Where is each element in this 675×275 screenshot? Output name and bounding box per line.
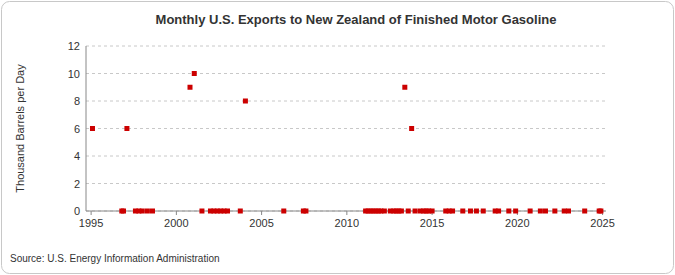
point: [140, 209, 145, 214]
y-tick-label: 10: [68, 68, 80, 80]
point: [430, 209, 435, 214]
y-tick-label: 12: [68, 40, 80, 52]
y-axis-label: Thousand Barrels per Day: [14, 64, 26, 193]
point: [474, 209, 479, 214]
point: [450, 209, 455, 214]
point: [538, 209, 543, 214]
point: [150, 209, 155, 214]
grid-line: [86, 101, 606, 102]
point: [402, 85, 407, 90]
point: [528, 209, 533, 214]
point: [562, 209, 567, 214]
point: [90, 126, 95, 131]
grid-line: [86, 183, 606, 184]
y-tick-label: 2: [74, 178, 80, 190]
x-tick: [346, 211, 347, 215]
point: [481, 209, 486, 214]
x-tick: [91, 211, 92, 215]
y-axis: [86, 46, 87, 211]
point: [413, 209, 418, 214]
point: [243, 99, 248, 104]
point: [409, 126, 414, 131]
grid-line: [86, 73, 606, 74]
point: [399, 209, 404, 214]
x-tick-label: 2025: [590, 217, 614, 229]
y-tick-label: 6: [74, 123, 80, 135]
point: [121, 209, 126, 214]
point: [303, 209, 308, 214]
point: [582, 209, 587, 214]
grid-line: [86, 156, 606, 157]
point: [406, 209, 411, 214]
point: [566, 209, 571, 214]
point: [382, 209, 387, 214]
point: [192, 71, 197, 76]
point: [468, 209, 473, 214]
point: [506, 209, 511, 214]
grid-line: [86, 128, 606, 129]
x-tick: [176, 211, 177, 215]
x-tick-label: 2005: [249, 217, 273, 229]
point: [124, 126, 129, 131]
x-tick-label: 2015: [420, 217, 444, 229]
y-tick-label: 4: [74, 150, 80, 162]
point: [145, 209, 150, 214]
point: [188, 85, 193, 90]
point: [543, 209, 548, 214]
grid-line: [86, 46, 606, 47]
point: [225, 209, 230, 214]
source: Source: U.S. Energy Information Administ…: [10, 253, 220, 264]
x-tick-label: 2000: [164, 217, 188, 229]
x-tick-label: 2020: [505, 217, 529, 229]
point: [598, 209, 603, 214]
frame: [2, 2, 674, 274]
point: [281, 209, 286, 214]
y-tick-label: 0: [74, 205, 80, 217]
chart: Monthly U.S. Exports to New Zealand of F…: [0, 0, 675, 275]
points: [90, 71, 603, 214]
point: [199, 209, 204, 214]
x-tick: [261, 211, 262, 215]
x-tick-label: 1995: [79, 217, 103, 229]
title: Monthly U.S. Exports to New Zealand of F…: [156, 12, 557, 27]
x-tick-label: 2010: [335, 217, 359, 229]
point: [513, 209, 518, 214]
point: [238, 209, 243, 214]
point: [552, 209, 557, 214]
y-tick-label: 8: [74, 95, 80, 107]
point: [460, 209, 465, 214]
point: [496, 209, 501, 214]
